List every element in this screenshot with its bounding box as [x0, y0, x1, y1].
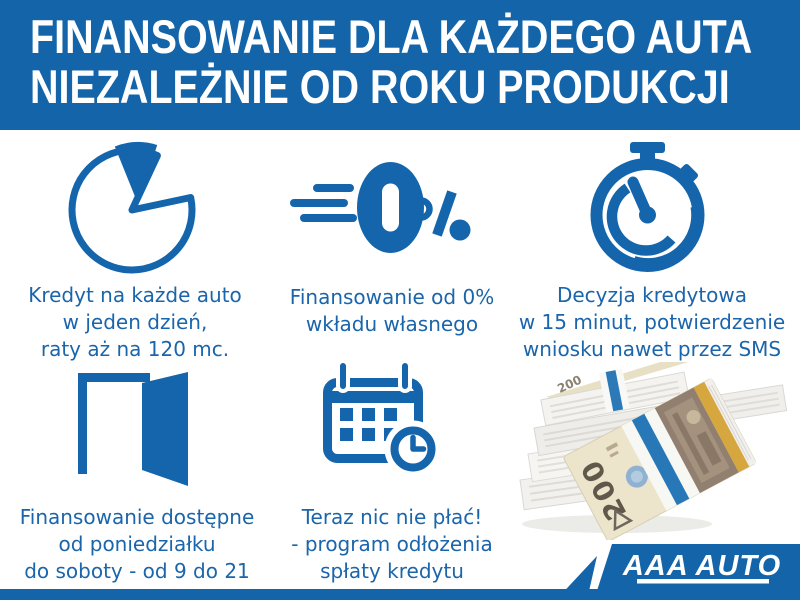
caption-line: do soboty - od 9 do 21 [24, 559, 250, 583]
stopwatch-icon [590, 142, 705, 272]
caption-line: w jeden dzień, [62, 310, 208, 334]
logo-slash-wedge [556, 556, 597, 600]
speed-line [300, 214, 357, 222]
logo-underline [637, 579, 769, 584]
caption-decision: Decyzja kredytowa w 15 minut, potwierdze… [506, 282, 798, 363]
logo-banner: AAA AUTO [0, 544, 800, 600]
brand-logo: AAA AUTO [622, 550, 781, 582]
caption-line: w 15 minut, potwierdzenie [518, 310, 786, 334]
caption-line: Kredyt na każde auto [28, 283, 242, 307]
caption-line: Finansowanie dostępne [19, 505, 255, 529]
caption-credit: Kredyt na każde auto w jeden dzień, raty… [8, 282, 262, 363]
caption-deferral: Teraz nic nie płać! - program odłożenia … [270, 504, 514, 585]
caption-line: wniosku nawet przez SMS [522, 337, 782, 361]
caption-line: Finansowanie od 0% [289, 285, 495, 309]
calendar-clock-icon [323, 360, 442, 478]
pie-chart-icon [68, 141, 196, 274]
caption-availability: Finansowanie dostępne od poniedziałku do… [8, 504, 266, 585]
open-door-icon [78, 372, 188, 486]
speed-line [290, 199, 348, 207]
logo-flag [594, 544, 800, 600]
caption-line: - program odłożenia [291, 532, 493, 556]
caption-line: Teraz nic nie płać! [301, 505, 483, 529]
money-stack-photo: 200 200 [519, 362, 788, 540]
caption-line: spłaty kredytu [320, 559, 464, 583]
caption-line: raty aż na 120 mc. [40, 337, 230, 361]
bottom-strip [0, 589, 800, 600]
caption-line: Decyzja kredytowa [556, 283, 748, 307]
header-banner: FINANSOWANIE DLA KAŻDEGO AUTA NIEZALEŻNI… [0, 0, 800, 130]
caption-line: wkładu własnego [305, 312, 479, 336]
speed-line [313, 184, 354, 192]
caption-line: od poniedziałku [58, 532, 216, 556]
title-line-2: NIEZALEŻNIE OD ROKU PRODUKCJI [30, 60, 730, 113]
caption-zero-percent: Finansowanie od 0% wkładu własnego [270, 284, 514, 338]
title-line-1: FINANSOWANIE DLA KAŻDEGO AUTA [30, 10, 753, 63]
zero-percent-icon [290, 162, 471, 253]
